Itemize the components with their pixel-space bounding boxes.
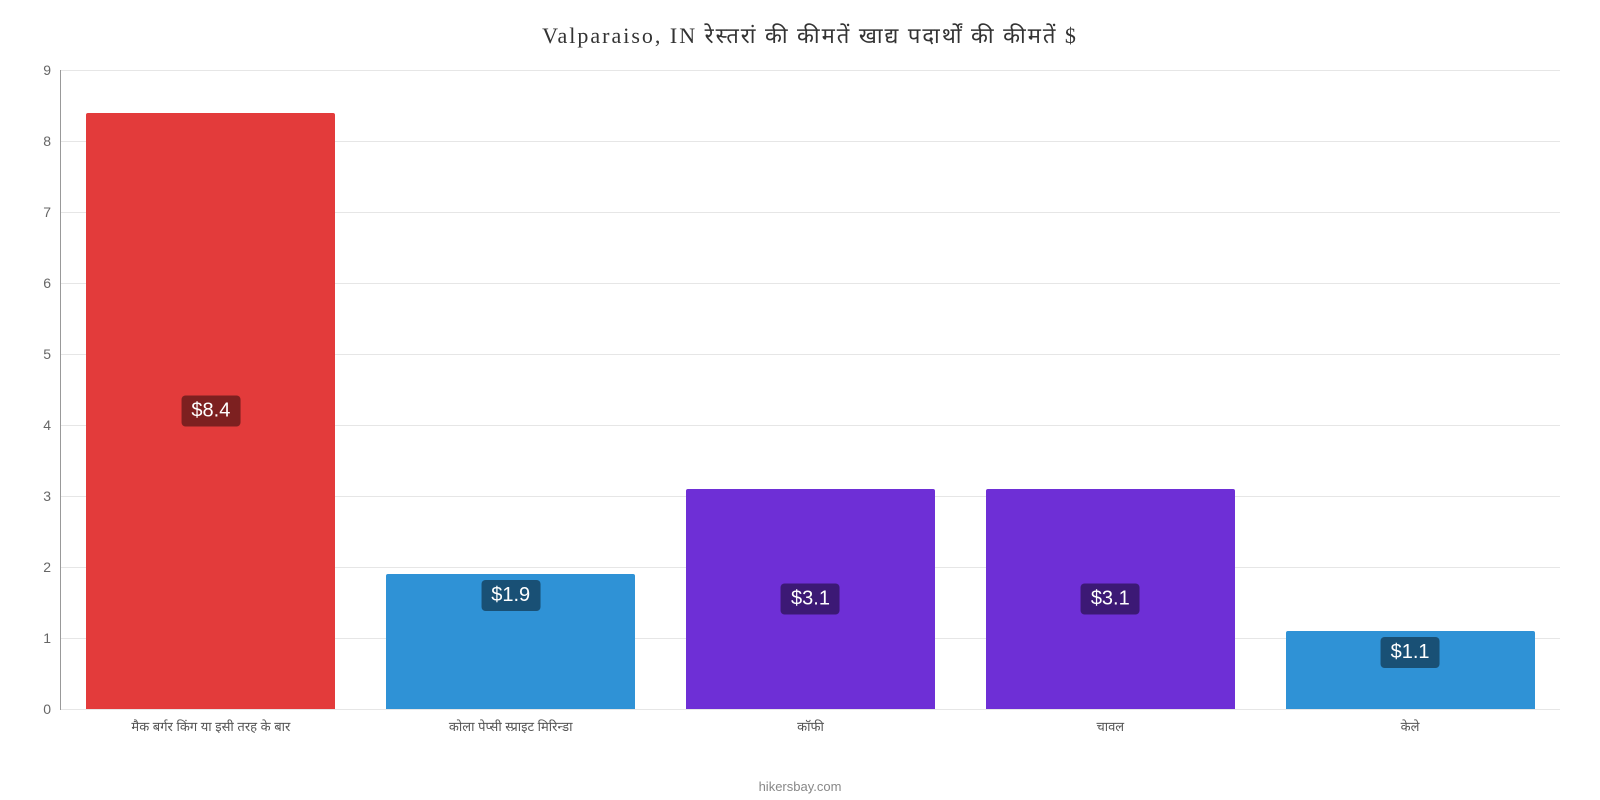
y-tick-label: 6 — [43, 275, 61, 291]
bar: $1.9 — [386, 574, 635, 709]
y-tick-label: 0 — [43, 701, 61, 717]
plot-area: 0123456789 $8.4$1.9$3.1$3.1$1.1 मैक बर्ग… — [60, 70, 1560, 710]
y-tick-label: 8 — [43, 133, 61, 149]
y-tick-label: 1 — [43, 630, 61, 646]
value-label: $3.1 — [781, 583, 840, 614]
bar: $3.1 — [686, 489, 935, 709]
x-axis-label: केले — [1260, 709, 1560, 735]
bar-slot: $3.1 — [661, 70, 961, 709]
bar: $3.1 — [986, 489, 1235, 709]
y-tick-label: 7 — [43, 204, 61, 220]
bar: $8.4 — [86, 113, 335, 709]
x-axis-labels: मैक बर्गर किंग या इसी तरह के बारकोला पेप… — [61, 709, 1560, 735]
chart-container: Valparaiso, IN रेस्तरां की कीमतें खाद्य … — [0, 0, 1600, 800]
chart-title: Valparaiso, IN रेस्तरां की कीमतें खाद्य … — [60, 20, 1560, 50]
x-axis-label: कोला पेप्सी स्प्राइट मिरिन्डा — [361, 709, 661, 735]
x-axis-label: मैक बर्गर किंग या इसी तरह के बार — [61, 709, 361, 735]
bar-slot: $3.1 — [960, 70, 1260, 709]
bar-slot: $8.4 — [61, 70, 361, 709]
value-label: $8.4 — [181, 395, 240, 426]
bar: $1.1 — [1286, 631, 1535, 709]
value-label: $1.9 — [481, 580, 540, 611]
bars-region: $8.4 $1.9 $3.1 $3.1 $1.1 — [61, 70, 1560, 709]
x-axis-label: कॉफी — [661, 709, 961, 735]
bar-slot: $1.1 — [1260, 70, 1560, 709]
y-tick-label: 3 — [43, 488, 61, 504]
y-tick-label: 5 — [43, 346, 61, 362]
y-tick-label: 9 — [43, 62, 61, 78]
y-tick-label: 2 — [43, 559, 61, 575]
bar-slot: $1.9 — [361, 70, 661, 709]
value-label: $1.1 — [1381, 637, 1440, 668]
x-axis-label: चावल — [960, 709, 1260, 735]
value-label: $3.1 — [1081, 583, 1140, 614]
y-tick-label: 4 — [43, 417, 61, 433]
footer-attribution: hikersbay.com — [759, 779, 842, 794]
